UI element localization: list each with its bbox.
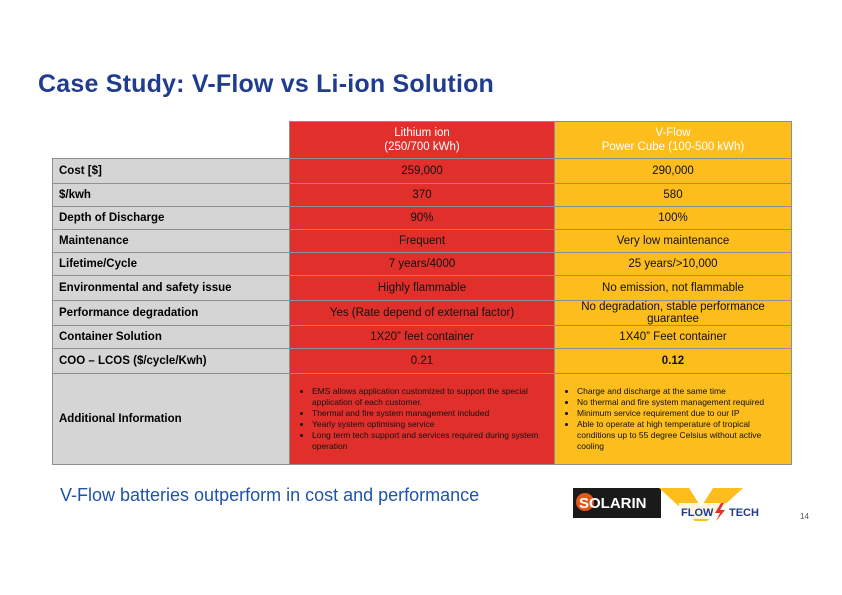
vflow-cell: 0.12 xyxy=(554,348,792,374)
table-row: Maintenance Frequent Very low maintenanc… xyxy=(52,229,792,253)
list-item: Minimum service requirement due to our I… xyxy=(577,408,785,419)
row-label: Performance degradation xyxy=(52,300,290,326)
table-row-additional: Additional Information EMS allows applic… xyxy=(52,373,792,465)
vflow-cell: 1X40” Feet container xyxy=(554,325,792,349)
li-ion-column-header: Lithium ion (250/700 kWh) xyxy=(289,121,555,159)
row-label: Depth of Discharge xyxy=(52,206,290,230)
page-number: 14 xyxy=(800,512,809,521)
li-ion-cell: 1X20” feet container xyxy=(289,325,555,349)
row-label: Cost [$] xyxy=(52,158,290,184)
li-ion-cell: Highly flammable xyxy=(289,275,555,301)
table-row: Performance degradation Yes (Rate depend… xyxy=(52,300,792,326)
table-header-row: Lithium ion (250/700 kWh) V-Flow Power C… xyxy=(53,121,792,159)
li-ion-cell: Frequent xyxy=(289,229,555,253)
li-ion-cell: 0.21 xyxy=(289,348,555,374)
row-label: Lifetime/Cycle xyxy=(52,252,290,276)
row-label: Maintenance xyxy=(52,229,290,253)
table-row: Container Solution 1X20” feet container … xyxy=(52,325,792,349)
slide-title: Case Study: V-Flow vs Li-ion Solution xyxy=(38,70,495,98)
vflow-cell: 290,000 xyxy=(554,158,792,184)
header-corner xyxy=(53,122,290,159)
li-ion-header-line2: (250/700 kWh) xyxy=(384,141,460,153)
row-label: Additional Information xyxy=(52,373,290,465)
table-row: Environmental and safety issue Highly fl… xyxy=(52,275,792,301)
row-label: Environmental and safety issue xyxy=(52,275,290,301)
vflow-cell: No emission, not flammable xyxy=(554,275,792,301)
sun-icon xyxy=(576,493,594,511)
flow-logo-text: FLOW xyxy=(681,507,714,519)
li-ion-info-cell: EMS allows application customized to sup… xyxy=(289,373,555,465)
vflow-header-line1: V-Flow xyxy=(655,127,691,139)
vflow-column-header: V-Flow Power Cube (100-500 kWh) xyxy=(554,121,792,159)
list-item: Long term tech support and services requ… xyxy=(312,430,548,452)
li-ion-cell: Yes (Rate depend of external factor) xyxy=(289,300,555,326)
vflow-cell: 25 years/>10,000 xyxy=(554,252,792,276)
company-logo: SOLARIN FLOW TECH xyxy=(571,485,773,523)
li-ion-header-line1: Lithium ion xyxy=(394,127,450,139)
v-shape-icon xyxy=(659,488,743,521)
vflow-cell: No degradation, stable performance guara… xyxy=(554,300,792,326)
row-label: $/kwh xyxy=(52,183,290,207)
li-ion-cell: 370 xyxy=(289,183,555,207)
list-item: Charge and discharge at the same time xyxy=(577,386,785,397)
li-ion-cell: 7 years/4000 xyxy=(289,252,555,276)
list-item: Thermal and fire system management inclu… xyxy=(312,408,548,419)
li-ion-cell: 259,000 xyxy=(289,158,555,184)
lightning-bolt-icon xyxy=(715,503,725,521)
flowtech-backdrop xyxy=(679,503,771,519)
li-ion-cell: 90% xyxy=(289,206,555,230)
vflow-info-list: Charge and discharge at the same time No… xyxy=(561,386,785,452)
list-item: Yearly system optimising service xyxy=(312,419,548,430)
row-label: Container Solution xyxy=(52,325,290,349)
vflow-cell: 100% xyxy=(554,206,792,230)
table-row: Lifetime/Cycle 7 years/4000 25 years/>10… xyxy=(52,252,792,276)
list-item: EMS allows application customized to sup… xyxy=(312,386,548,408)
vflow-cell: 580 xyxy=(554,183,792,207)
table-row: COO – LCOS ($/cycle/Kwh) 0.21 0.12 xyxy=(52,348,792,374)
solarin-logo-text: SOLARIN xyxy=(579,495,647,512)
vflow-header-line2: Power Cube (100-500 kWh) xyxy=(601,141,745,153)
table-row: $/kwh 370 580 xyxy=(52,183,792,207)
li-ion-info-list: EMS allows application customized to sup… xyxy=(296,386,548,452)
row-label: COO – LCOS ($/cycle/Kwh) xyxy=(52,348,290,374)
vflow-info-cell: Charge and discharge at the same time No… xyxy=(554,373,792,465)
list-item: Able to operate at high temperature of t… xyxy=(577,419,785,452)
list-item: No thermal and fire system management re… xyxy=(577,397,785,408)
comparison-table: Lithium ion (250/700 kWh) V-Flow Power C… xyxy=(52,121,792,465)
table-row: Depth of Discharge 90% 100% xyxy=(52,206,792,230)
tech-logo-text: TECH xyxy=(729,507,759,519)
tagline: V-Flow batteries outperform in cost and … xyxy=(60,485,480,505)
table-row: Cost [$] 259,000 290,000 xyxy=(52,158,792,184)
vflow-cell: Very low maintenance xyxy=(554,229,792,253)
